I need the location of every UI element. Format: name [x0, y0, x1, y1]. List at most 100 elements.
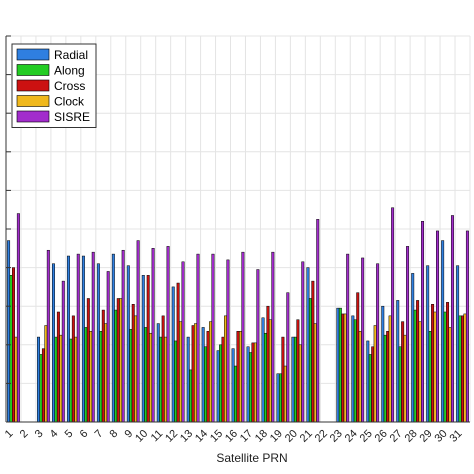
bar-cross-prn-10 [146, 275, 150, 423]
bar-cross-prn-24 [356, 292, 360, 423]
bar-sisre-prn-8 [121, 249, 125, 423]
bar-clock-prn-5 [74, 336, 78, 423]
legend-label-radial: Radial [54, 48, 88, 62]
bar-along-prn-15 [219, 344, 223, 423]
bar-cross-prn-26 [386, 331, 390, 423]
bar-along-prn-12 [174, 340, 178, 423]
bar-sisre-prn-18 [271, 251, 275, 423]
bar-sisre-prn-21 [316, 219, 320, 423]
bar-sisre-prn-27 [406, 246, 410, 423]
bar-cross-prn-9 [131, 304, 135, 423]
bar-clock-prn-18 [268, 319, 272, 423]
bar-radial-prn-30 [441, 240, 445, 423]
bar-along-prn-10 [144, 327, 148, 423]
bar-clock-prn-26 [388, 315, 392, 423]
bar-cross-prn-14 [206, 331, 210, 423]
legend-swatch-clock [16, 95, 50, 107]
bar-sisre-prn-30 [450, 215, 454, 423]
bar-clock-prn-10 [149, 332, 153, 423]
bar-along-prn-11 [159, 336, 163, 423]
bar-along-prn-16 [234, 365, 238, 423]
bar-cross-prn-18 [266, 305, 270, 423]
bar-sisre-prn-31 [465, 230, 469, 423]
bar-radial-prn-23 [336, 307, 340, 423]
x-axis-title: Satellite PRN [216, 451, 287, 465]
bar-clock-prn-12 [179, 321, 183, 423]
bar-clock-prn-17 [253, 342, 257, 423]
bar-along-prn-13 [189, 369, 193, 423]
bar-sisre-prn-23 [346, 253, 350, 423]
bar-along-prn-19 [278, 373, 282, 423]
bar-sisre-prn-6 [91, 251, 95, 423]
bar-radial-prn-20 [291, 336, 295, 423]
bar-sisre-prn-14 [211, 253, 215, 423]
bar-radial-prn-7 [96, 263, 100, 423]
bar-cross-prn-30 [446, 302, 450, 423]
legend-label-cross: Cross [54, 79, 85, 93]
bar-radial-prn-28 [411, 273, 415, 423]
bar-clock-prn-30 [448, 327, 452, 423]
bar-radial-prn-16 [231, 348, 235, 423]
bar-cross-prn-6 [86, 298, 90, 423]
bar-along-prn-26 [383, 334, 387, 423]
bar-along-prn-31 [458, 315, 462, 423]
bar-cross-prn-27 [401, 321, 405, 423]
bar-clock-prn-27 [403, 334, 407, 423]
bar-radial-prn-10 [141, 275, 145, 423]
legend-label-clock: Clock [54, 95, 85, 109]
bar-sisre-prn-3 [46, 249, 50, 423]
bar-clock-prn-29 [433, 311, 437, 423]
bar-along-prn-3 [39, 354, 43, 423]
bar-cross-prn-17 [251, 342, 255, 423]
bar-cross-prn-25 [371, 346, 375, 423]
bar-clock-prn-25 [373, 325, 377, 423]
bar-radial-prn-14 [201, 327, 205, 423]
bar-clock-prn-13 [194, 323, 198, 423]
bar-cross-prn-28 [416, 300, 420, 423]
legend-swatch-along [16, 64, 50, 76]
bar-cross-prn-7 [101, 309, 105, 423]
bar-sisre-prn-10 [151, 248, 155, 423]
bar-radial-prn-26 [381, 305, 385, 423]
bar-along-prn-1 [9, 275, 13, 423]
bar-sisre-prn-9 [136, 240, 140, 423]
bar-along-prn-27 [398, 346, 402, 423]
bar-along-prn-4 [54, 336, 58, 423]
bar-radial-prn-29 [426, 265, 430, 423]
bar-clock-prn-16 [238, 331, 242, 423]
bar-clock-prn-21 [313, 323, 317, 423]
bar-along-prn-25 [368, 354, 372, 423]
bar-radial-prn-8 [111, 253, 115, 423]
bar-cross-prn-12 [176, 282, 180, 423]
bar-along-prn-8 [114, 309, 118, 423]
bar-sisre-prn-7 [106, 271, 110, 423]
bar-sisre-prn-12 [181, 261, 185, 423]
bar-radial-prn-6 [81, 255, 85, 423]
bar-radial-prn-27 [396, 300, 400, 423]
bar-along-prn-17 [249, 352, 252, 423]
bar-clock-prn-1 [14, 336, 18, 423]
bar-radial-prn-5 [66, 255, 70, 423]
bar-clock-prn-20 [298, 344, 302, 423]
bar-sisre-prn-20 [301, 261, 305, 423]
legend-label-along: Along [54, 64, 85, 78]
bar-cross-prn-13 [191, 325, 195, 423]
legend-swatch-radial [16, 48, 50, 61]
bar-cross-prn-8 [116, 298, 120, 423]
bar-radial-prn-15 [216, 350, 220, 423]
bar-radial-prn-31 [456, 265, 460, 423]
legend-swatch-cross [16, 79, 50, 92]
bar-clock-prn-8 [119, 298, 123, 423]
bar-cross-prn-21 [311, 280, 315, 423]
bar-along-prn-14 [204, 346, 208, 423]
bar-cross-prn-3 [41, 348, 45, 423]
bar-sisre-prn-26 [391, 207, 395, 423]
bar-sisre-prn-16 [241, 251, 245, 423]
bar-cross-prn-11 [161, 315, 165, 423]
bar-clock-prn-23 [343, 313, 347, 423]
bar-along-prn-5 [69, 338, 73, 423]
legend-label-sisre: SISRE [54, 110, 90, 124]
bar-sisre-prn-1 [16, 213, 20, 423]
